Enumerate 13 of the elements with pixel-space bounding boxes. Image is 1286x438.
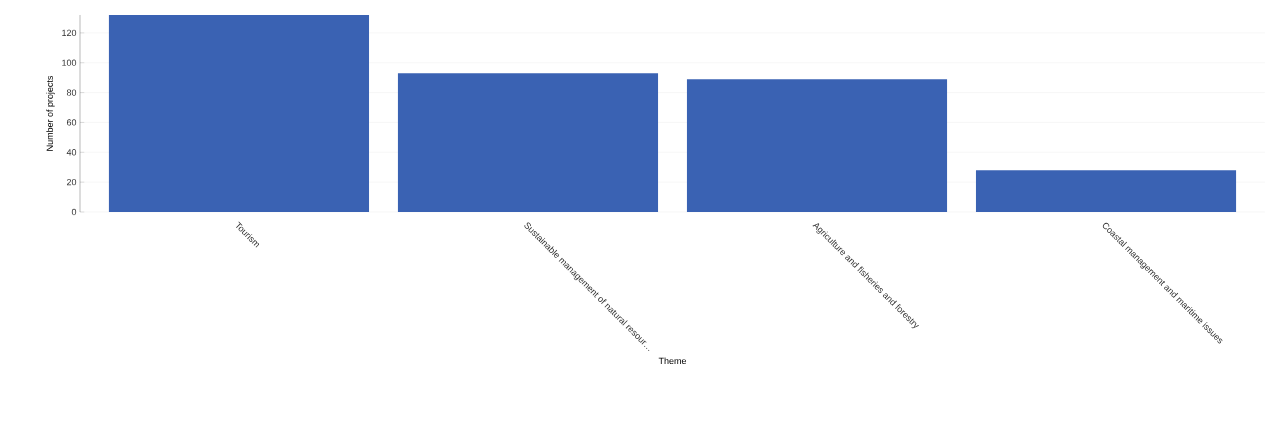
x-axis-title: Theme [658,357,687,365]
bar [975,170,1237,212]
y-tick-label: 0 [71,208,77,216]
y-tick-label: 20 [66,178,77,186]
y-tick-label: 60 [66,119,77,126]
bar [686,79,948,212]
y-axis-title: Number of projects [46,75,55,151]
bar [397,73,659,212]
y-tick-label: 80 [66,89,77,96]
y-tick-label: 100 [62,59,77,66]
y-tick-label: 120 [62,29,77,37]
bar [108,14,370,212]
y-tick-label: 40 [66,149,77,156]
